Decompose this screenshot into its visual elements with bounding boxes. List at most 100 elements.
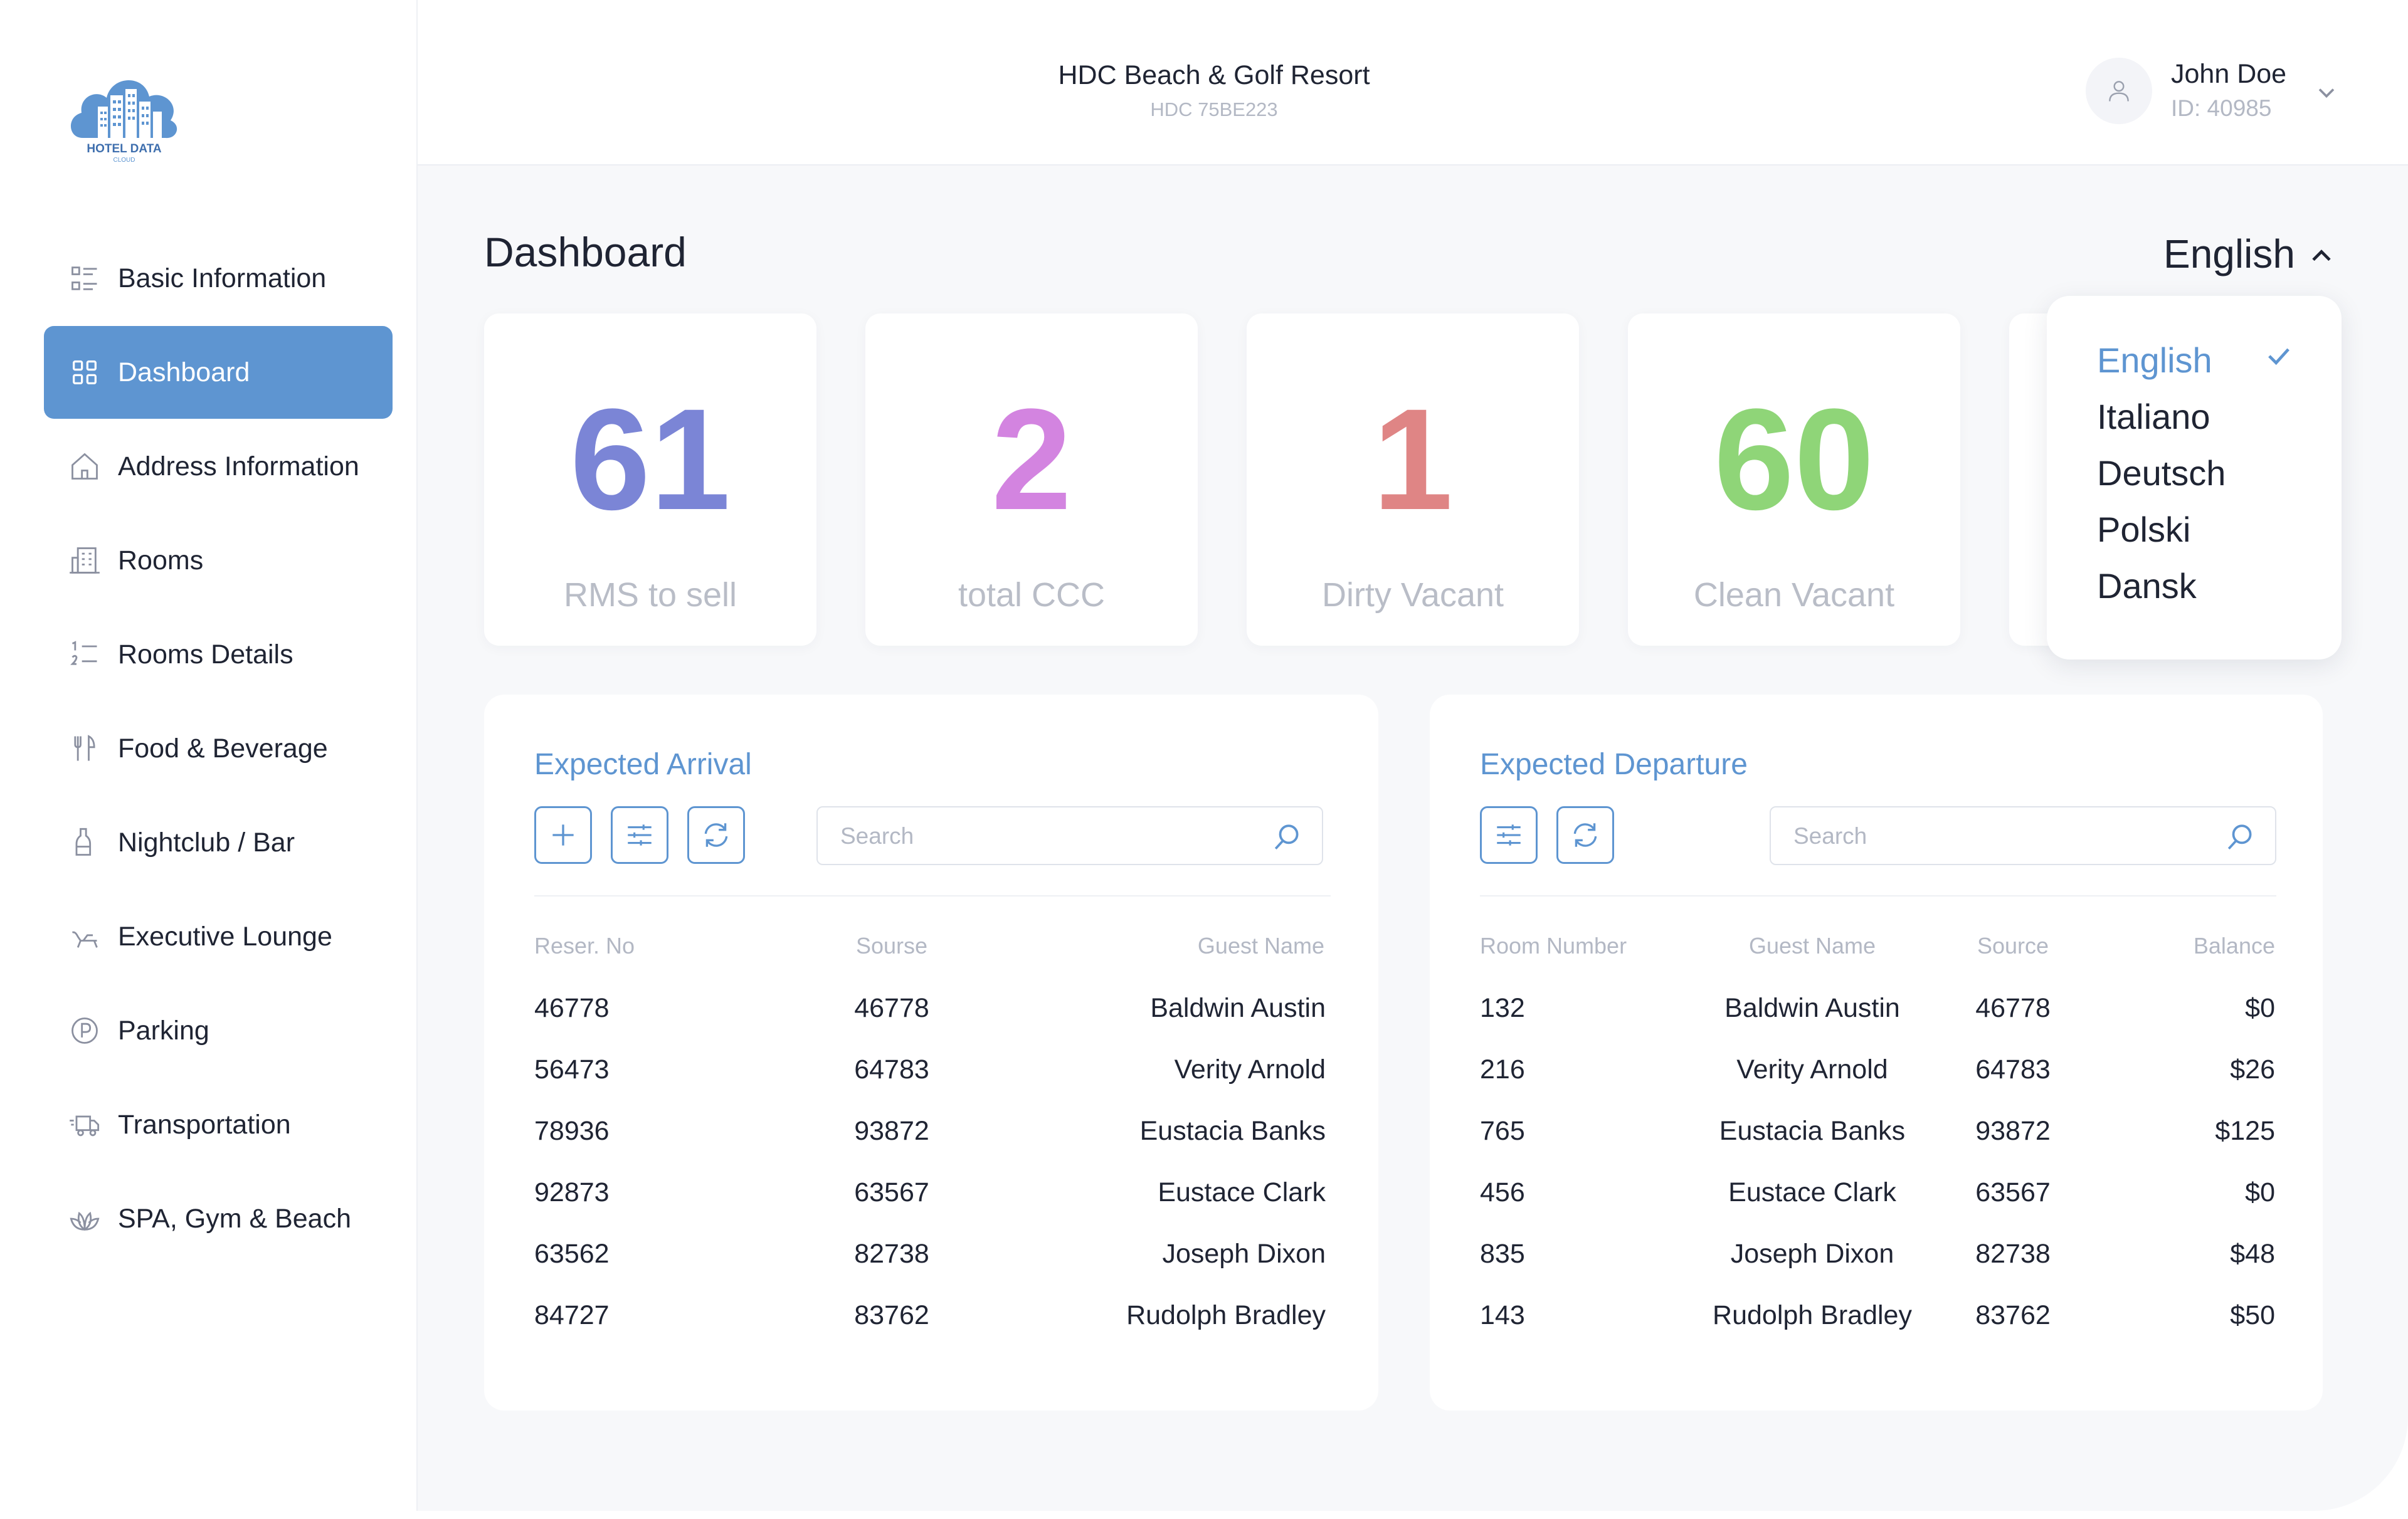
table-cell: 46778 — [534, 993, 610, 1023]
chevron-down-icon[interactable] — [2313, 79, 2340, 107]
table-cell: 82738 — [854, 1239, 929, 1269]
add-button[interactable] — [534, 806, 592, 864]
table-cell: 835 — [1480, 1239, 1525, 1269]
sidebar-item-spa-gym-beach[interactable]: SPA, Gym & Beach — [44, 1172, 393, 1265]
table-cell: Rudolph Bradley — [1713, 1300, 1912, 1330]
table-cell: 64783 — [1975, 1054, 2051, 1085]
sidebar: HOTEL DATA CLOUD Basic Information Dashb… — [0, 0, 418, 1511]
refresh-icon — [1573, 823, 1597, 847]
search-icon[interactable] — [2225, 821, 2256, 853]
language-option-polski[interactable]: Polski — [2097, 510, 2191, 549]
column-header: Guest Name — [1748, 933, 1876, 959]
column-header: Sourse — [855, 933, 928, 959]
stat-card-rms-to-sell: 61 RMS to sell — [484, 313, 816, 646]
language-option-deutsch[interactable]: Deutsch — [2097, 453, 2226, 493]
filter-button[interactable] — [611, 806, 668, 864]
sidebar-item-dashboard[interactable]: Dashboard — [44, 326, 393, 419]
stat-card-clean-vacant: 60 Clean Vacant — [1628, 313, 1960, 646]
sidebar-item-transportation[interactable]: Transportation — [44, 1078, 393, 1171]
sidebar-item-label: Transportation — [118, 1109, 291, 1140]
user-name[interactable]: John Doe — [2171, 59, 2287, 89]
column-header: Source — [1977, 933, 2049, 959]
language-selector[interactable]: English — [2163, 231, 2295, 276]
sidebar-item-basic-information[interactable]: Basic Information — [44, 232, 393, 325]
language-option-english[interactable]: English — [2097, 340, 2212, 380]
refresh-icon — [704, 823, 728, 847]
table-cell: 82738 — [1975, 1239, 2051, 1269]
table-cell: 56473 — [534, 1054, 610, 1085]
plus-icon — [552, 824, 574, 846]
stat-label: RMS to sell — [563, 576, 737, 614]
table-cell: Rudolph Bradley — [1126, 1300, 1326, 1330]
lounge-chair-icon — [68, 920, 102, 954]
language-option-italiano[interactable]: Italiano — [2097, 397, 2210, 436]
sidebar-item-nightclub-bar[interactable]: Nightclub / Bar — [44, 796, 393, 889]
refresh-button[interactable] — [1556, 806, 1614, 864]
stat-value: 61 — [570, 379, 731, 540]
sliders-icon — [1497, 824, 1521, 846]
search-box — [1770, 806, 2276, 865]
search-box — [816, 806, 1323, 865]
logo-subtext: CLOUD — [113, 157, 135, 164]
table-cell: $50 — [2230, 1300, 2275, 1330]
user-icon — [2109, 81, 2129, 102]
table-cell: 83762 — [854, 1300, 929, 1330]
table-cell: Eustace Clark — [1728, 1177, 1896, 1207]
filter-button[interactable] — [1480, 806, 1538, 864]
lotus-icon — [68, 1202, 102, 1236]
sidebar-nav: Basic Information Dashboard Address Info… — [44, 232, 393, 1266]
search-input[interactable] — [1792, 807, 2211, 865]
divider — [1480, 895, 2276, 896]
table-cell: 46778 — [1975, 993, 2051, 1023]
table-cell: Baldwin Austin — [1724, 993, 1900, 1023]
chevron-up-icon[interactable] — [2305, 239, 2338, 272]
language-dropdown: English Italiano Deutsch Polski Dansk — [2047, 296, 2342, 660]
language-option-dansk[interactable]: Dansk — [2097, 566, 2197, 606]
table-cell: 63562 — [534, 1239, 610, 1269]
table-cell: Eustacia Banks — [1139, 1116, 1326, 1146]
sliders-icon — [628, 824, 652, 846]
table-cell: 93872 — [1975, 1116, 2051, 1146]
table-cell: 64783 — [854, 1054, 929, 1085]
table-cell: Eustace Clark — [1158, 1177, 1326, 1207]
avatar[interactable] — [2086, 58, 2152, 124]
sidebar-item-parking[interactable]: Parking — [44, 984, 393, 1077]
stat-value: 60 — [1714, 379, 1874, 540]
sidebar-item-rooms[interactable]: Rooms — [44, 514, 393, 607]
table-cell: 93872 — [854, 1116, 929, 1146]
sidebar-item-address-information[interactable]: Address Information — [44, 420, 393, 513]
table-cell: $125 — [2215, 1116, 2275, 1146]
panel-title: Expected Arrival — [534, 748, 752, 781]
hotel-data-cloud-logo[interactable]: HOTEL DATA CLOUD — [65, 58, 183, 164]
top-header: HDC Beach & Golf Resort HDC 75BE223 John… — [418, 0, 2408, 166]
sidebar-item-food-beverage[interactable]: Food & Beverage — [44, 702, 393, 795]
check-icon — [2268, 348, 2289, 365]
table-cell: 456 — [1480, 1177, 1525, 1207]
table-cell: 83762 — [1975, 1300, 2051, 1330]
table-cell: 84727 — [534, 1300, 610, 1330]
hotel-code: HDC 75BE223 — [1150, 98, 1278, 120]
sidebar-item-rooms-details[interactable]: Rooms Details — [44, 608, 393, 701]
wine-glass-icon — [68, 826, 102, 859]
sidebar-item-executive-lounge[interactable]: Executive Lounge — [44, 890, 393, 983]
user-id: ID: 40985 — [2171, 95, 2272, 121]
stat-card-total-ccc: 2 total CCC — [865, 313, 1198, 646]
page-title: Dashboard — [484, 229, 687, 275]
sidebar-item-label: SPA, Gym & Beach — [118, 1203, 352, 1234]
hotel-name: HDC Beach & Golf Resort — [1058, 60, 1370, 90]
search-icon[interactable] — [1272, 821, 1303, 853]
refresh-button[interactable] — [687, 806, 745, 864]
table-cell: 216 — [1480, 1054, 1525, 1085]
table-cell: Joseph Dixon — [1162, 1239, 1326, 1269]
table-cell: Joseph Dixon — [1730, 1239, 1894, 1269]
table-cell: Verity Arnold — [1174, 1054, 1326, 1085]
sidebar-item-label: Executive Lounge — [118, 921, 332, 952]
parking-icon — [68, 1014, 102, 1048]
expected-departure-panel: Expected Departure Room Number Guest Nam… — [1430, 695, 2323, 1411]
table-cell: $0 — [2245, 1177, 2275, 1207]
table-cell: $26 — [2230, 1054, 2275, 1085]
search-input[interactable] — [839, 807, 1258, 865]
table-cell: $0 — [2245, 993, 2275, 1023]
sidebar-item-label: Basic Information — [118, 263, 327, 293]
column-header: Reser. No — [534, 933, 635, 959]
